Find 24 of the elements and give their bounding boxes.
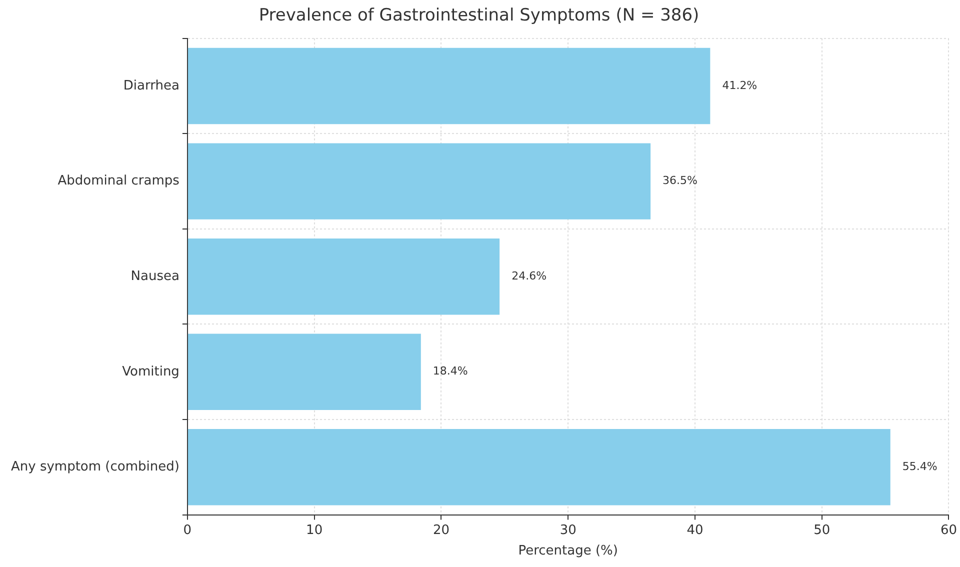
bar <box>188 143 651 220</box>
y-tick-label: Vomiting <box>122 364 180 380</box>
data-label: 55.4% <box>902 460 938 474</box>
y-tick-label: Diarrhea <box>123 78 180 94</box>
x-tick-label: 50 <box>814 522 830 538</box>
data-label: 36.5% <box>662 174 698 188</box>
x-tick-label: 30 <box>560 522 576 538</box>
bar <box>188 48 710 124</box>
y-tick-label: Any symptom (combined) <box>10 460 180 475</box>
data-label: 18.4% <box>432 364 468 378</box>
data-label: 41.2% <box>722 78 758 92</box>
y-tick-label: Abdominal cramps <box>58 174 180 189</box>
x-tick-label: 10 <box>306 522 323 538</box>
x-tick-label: 0 <box>183 522 192 538</box>
x-tick-label: 60 <box>940 522 957 538</box>
x-axis-title: Percentage (%) <box>518 544 618 559</box>
x-tick-label: 20 <box>432 522 450 538</box>
bar <box>188 334 421 410</box>
bar <box>188 429 890 506</box>
chart-title: Prevalence of Gastrointestinal Symptoms (N = 386) <box>258 6 700 26</box>
data-label: 24.6% <box>512 269 547 282</box>
bar <box>188 238 500 315</box>
y-tick-label: Nausea <box>130 268 180 284</box>
x-tick-label: 40 <box>686 522 704 538</box>
